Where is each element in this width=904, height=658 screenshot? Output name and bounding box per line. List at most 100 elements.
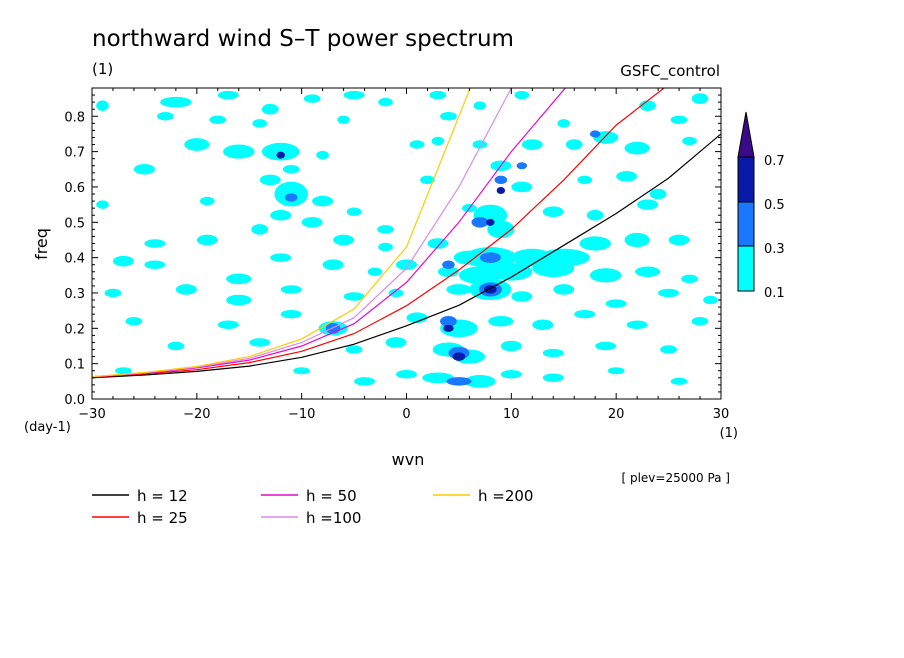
heatmap-cell — [443, 324, 454, 332]
heatmap-cell — [175, 284, 197, 295]
heatmap-cell — [479, 252, 501, 263]
heatmap-cell — [446, 284, 472, 295]
legend-label: h = 50 — [306, 487, 357, 505]
heatmap-cell — [691, 93, 709, 104]
heatmap-cell — [442, 260, 455, 269]
x-tick-label: 0 — [402, 407, 410, 422]
legend-label: h = 25 — [137, 509, 188, 527]
y-tick-label: 0.0 — [64, 393, 85, 408]
heatmap-cell — [658, 288, 680, 298]
legend: h = 12 h = 25 h = 50 h =100 h =200 — [92, 487, 533, 527]
colorbar-label: 0.3 — [764, 242, 785, 257]
colorbar-label: 0.7 — [764, 154, 785, 169]
heatmap-cell — [259, 174, 281, 186]
y-tick-label: 0.3 — [64, 287, 85, 302]
legend-label: h = 12 — [137, 487, 188, 505]
heatmap-cell — [217, 90, 239, 100]
heatmap-cell — [532, 319, 554, 331]
heatmap-cell — [396, 370, 417, 379]
dispersion-curve-h200 — [92, 88, 471, 378]
heatmap-cell — [626, 320, 648, 330]
heatmap-cell — [471, 216, 489, 228]
heatmap-cell — [639, 100, 657, 111]
heatmap-cell — [486, 218, 495, 226]
heatmap-cell — [464, 374, 496, 388]
heatmap-cell — [542, 373, 564, 383]
heatmap-cell — [500, 340, 522, 352]
heatmap-cell — [160, 96, 192, 108]
heatmap-cell — [249, 338, 271, 347]
y-unit-label: (day-1) — [24, 420, 71, 435]
heatmap-cell — [440, 112, 457, 121]
heatmap-cell — [409, 140, 425, 149]
heatmap-cell — [104, 288, 122, 298]
y-tick-label: 0.8 — [64, 110, 85, 125]
heatmap-cell — [367, 267, 383, 277]
heatmap-cell — [649, 188, 667, 200]
y-tick-label: 0.4 — [64, 252, 85, 267]
heatmap-cell — [557, 119, 571, 128]
level-annotation: [ plev=25000 Pa ] — [621, 471, 730, 485]
heatmap-cell — [343, 90, 365, 100]
heatmap-cell — [303, 94, 321, 103]
colorbar-label: 0.5 — [764, 198, 785, 213]
heatmap-cell — [223, 144, 255, 159]
heatmap-cell — [542, 206, 564, 217]
y-tick-label: 0.6 — [64, 181, 85, 196]
heatmap-cell — [125, 317, 143, 326]
heatmap-cell — [396, 259, 417, 271]
heatmap-cell — [388, 288, 404, 298]
x-unit-label: (1) — [720, 426, 738, 441]
heatmap-cell — [437, 266, 459, 278]
heatmap-cell — [251, 224, 269, 235]
heatmap-cell — [322, 259, 344, 271]
heatmap-cell — [668, 234, 690, 246]
y-axis-label: freq — [32, 228, 51, 260]
heatmap-cell — [624, 232, 650, 248]
heatmap-cell — [586, 209, 604, 221]
y-tick-label: 0.1 — [64, 358, 85, 373]
heatmap-cell — [217, 320, 239, 330]
colorbar-box-2 — [737, 156, 755, 203]
x-tick-label: 30 — [713, 407, 730, 422]
heatmap-cell — [378, 97, 393, 107]
heatmap-cell — [378, 242, 393, 252]
heatmap-cell — [635, 266, 661, 278]
colorbar-label: 0.1 — [764, 286, 785, 301]
heatmap-cell — [589, 130, 601, 138]
heatmap-fills — [96, 90, 718, 388]
heatmap-cell — [115, 367, 132, 375]
heatmap-cell — [691, 317, 709, 326]
dispersion-curve-h25 — [92, 88, 666, 378]
y-tick-label: 0.5 — [64, 216, 85, 231]
x-tick-label: −10 — [288, 407, 315, 422]
subtitle-left: (1) — [92, 60, 113, 78]
heatmap-cell — [624, 141, 650, 155]
heatmap-cell — [579, 236, 611, 251]
heatmap-cell — [472, 140, 488, 149]
heatmap-cell — [431, 136, 445, 146]
heatmap-cell — [577, 175, 593, 185]
heatmap-cell — [637, 199, 659, 210]
colorbar: 0.1 0.3 0.5 0.7 — [737, 111, 785, 301]
heatmap-cell — [301, 216, 323, 228]
colorbar-top-triangle — [737, 111, 755, 158]
heatmap-cell — [167, 341, 185, 351]
heatmap-cell — [270, 209, 292, 221]
heatmap-cell — [516, 162, 528, 170]
heatmap-cell — [532, 259, 575, 278]
x-tick-label: −30 — [78, 407, 105, 422]
heatmap-cell — [385, 337, 407, 348]
heatmap-cell — [261, 103, 279, 115]
heatmap-cell — [377, 225, 394, 234]
heatmap-cell — [144, 260, 166, 269]
heatmap-cell — [420, 175, 435, 185]
heatmap-cell — [446, 377, 472, 386]
heatmap-cell — [252, 119, 268, 128]
legend-label: h =200 — [478, 487, 533, 505]
colorbar-box-1 — [737, 201, 755, 247]
heatmap-cell — [682, 136, 697, 146]
heatmap-cell — [144, 239, 166, 248]
